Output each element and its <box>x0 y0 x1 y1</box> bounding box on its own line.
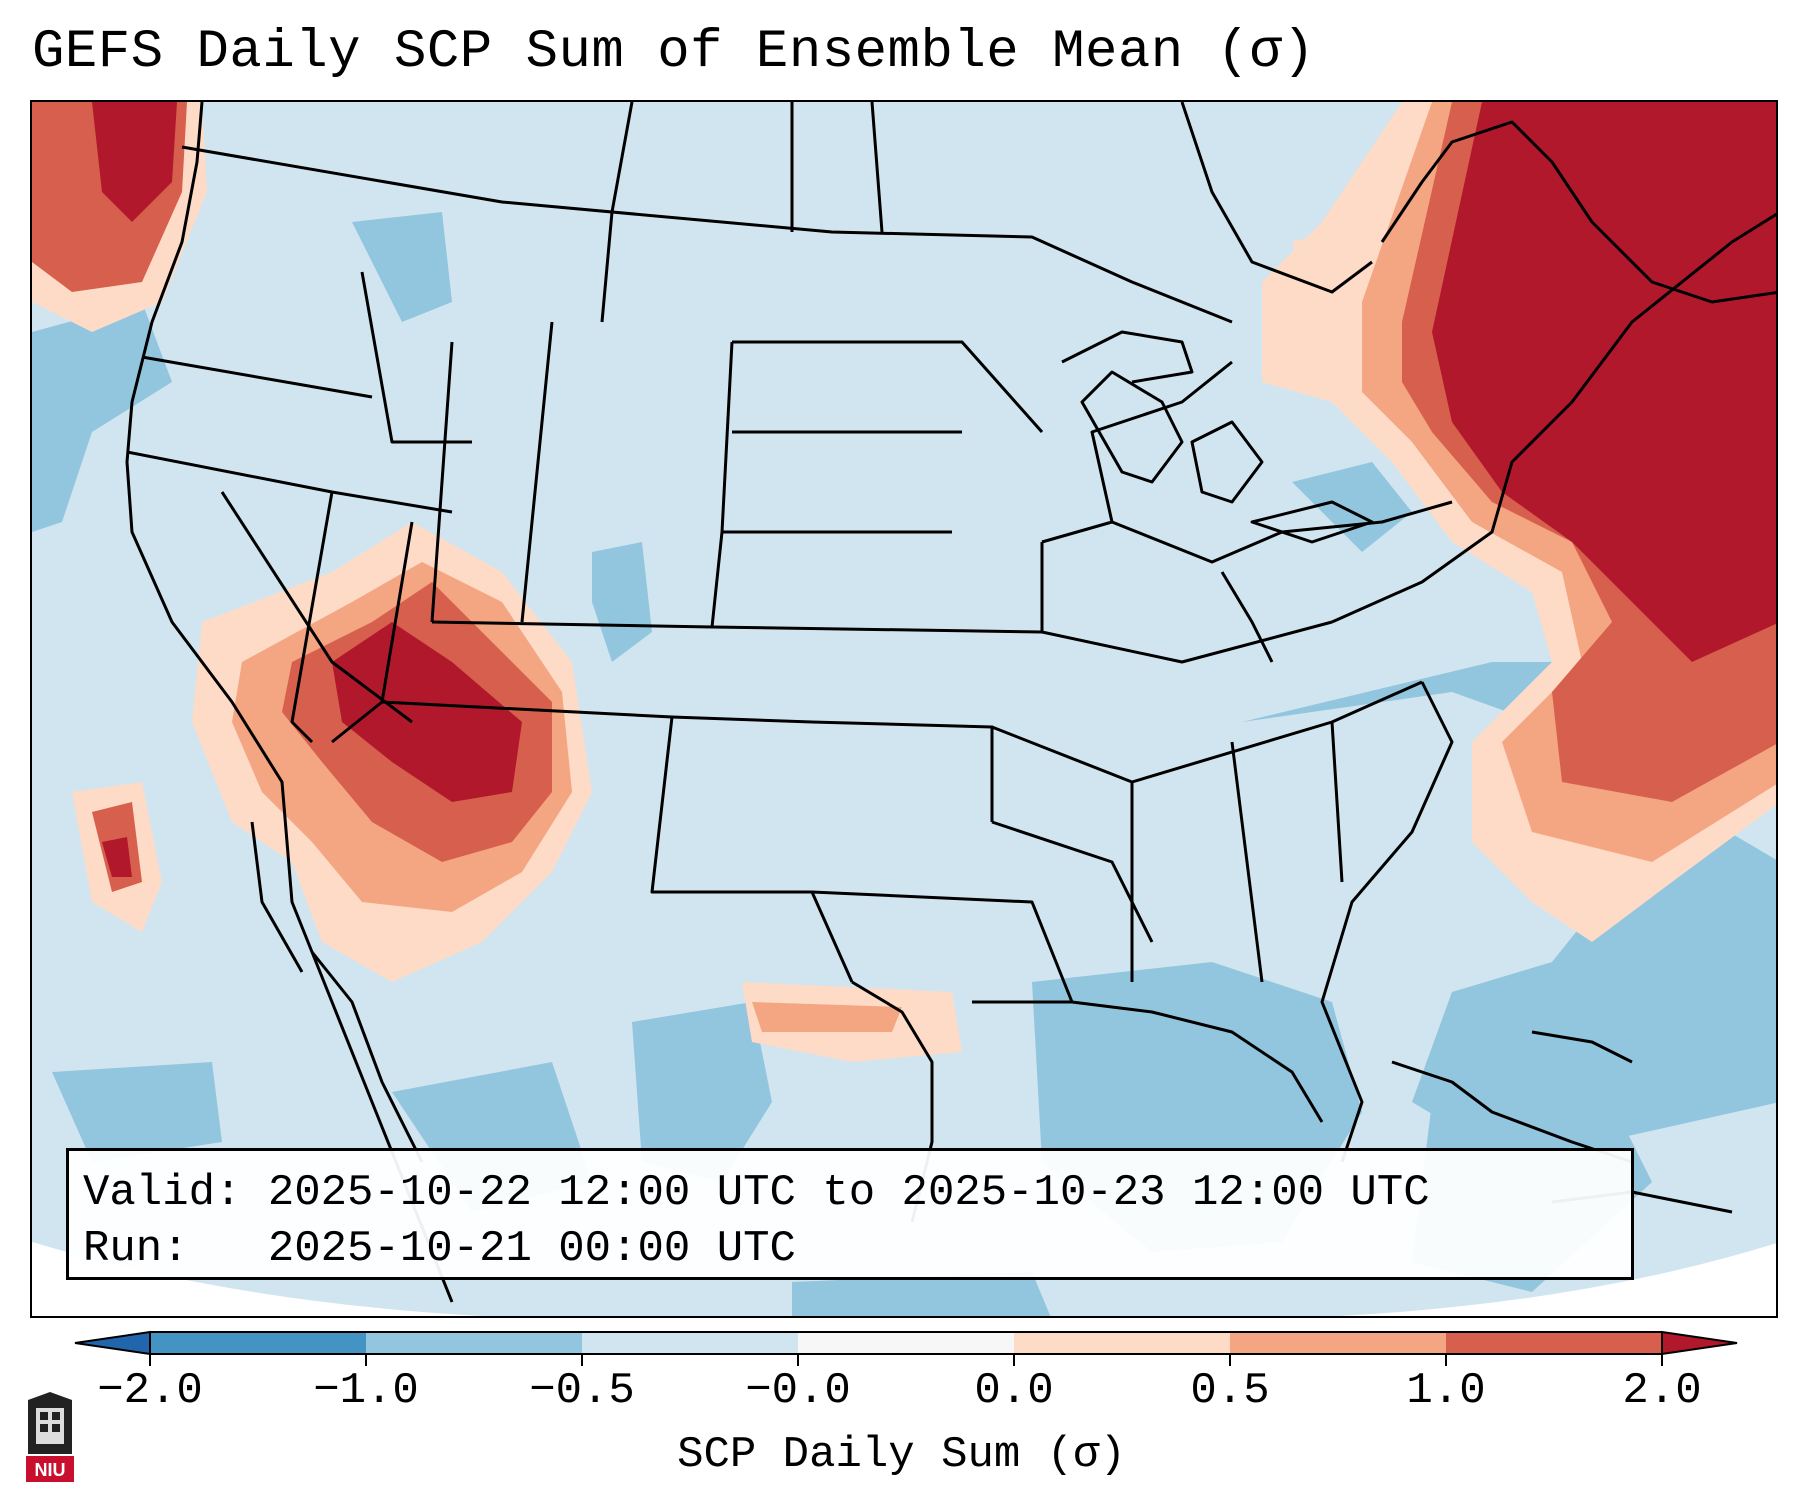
colorbar-tick-label: 2.0 <box>1622 1366 1702 1416</box>
colorbar-bin <box>150 1332 367 1354</box>
colorbar-label: SCP Daily Sum (σ) <box>677 1430 1126 1480</box>
domain-edge-left <box>32 1242 483 1316</box>
colorbar-bin <box>1446 1332 1663 1354</box>
colorbar-extend-high <box>1661 1330 1738 1356</box>
run-time-text: Run: 2025-10-21 00:00 UTC <box>83 1224 796 1274</box>
colorbar-tick-label: −0.5 <box>529 1366 635 1416</box>
map-title: GEFS Daily SCP Sum of Ensemble Mean (σ) <box>32 22 1316 83</box>
niu-logo-icon: NIU <box>26 1392 74 1482</box>
valid-time-text: Valid: 2025-10-22 12:00 UTC to 2025-10-2… <box>83 1168 1430 1218</box>
great-lakes-outline <box>1080 370 1184 484</box>
state-and-coast-lines <box>125 102 1776 1303</box>
colorbar-tick-label: −2.0 <box>97 1366 203 1416</box>
colorbar-tick-label: −1.0 <box>313 1366 419 1416</box>
colorbar-bin <box>1014 1332 1231 1354</box>
map-panel <box>30 100 1778 1318</box>
colorbar-bin <box>366 1332 583 1354</box>
southeast-coast <box>1320 681 1454 1163</box>
colorbar-bin <box>798 1332 1015 1354</box>
field-positive-patches <box>32 102 1776 1062</box>
colorbar <box>74 1330 1738 1366</box>
colorbar-tick-label: 0.0 <box>974 1366 1054 1416</box>
colorbar-frame <box>149 1331 1663 1355</box>
logo-text: NIU <box>35 1460 66 1480</box>
colorbar-extend-low <box>74 1330 151 1356</box>
pacific-coast <box>125 102 454 1303</box>
colorbar-tick-label: 1.0 <box>1406 1366 1486 1416</box>
colorbar-bin <box>1230 1332 1447 1354</box>
atlantic-coast <box>1331 212 1776 624</box>
colorbar-tick-label: −0.0 <box>745 1366 851 1416</box>
colorbar-bin <box>582 1332 799 1354</box>
valid-run-info-box: Valid: 2025-10-22 12:00 UTC to 2025-10-2… <box>66 1148 1634 1280</box>
domain-edge-right <box>1340 1243 1776 1316</box>
colorbar-tick-label: 0.5 <box>1190 1366 1270 1416</box>
scp-field-map <box>32 102 1776 1316</box>
